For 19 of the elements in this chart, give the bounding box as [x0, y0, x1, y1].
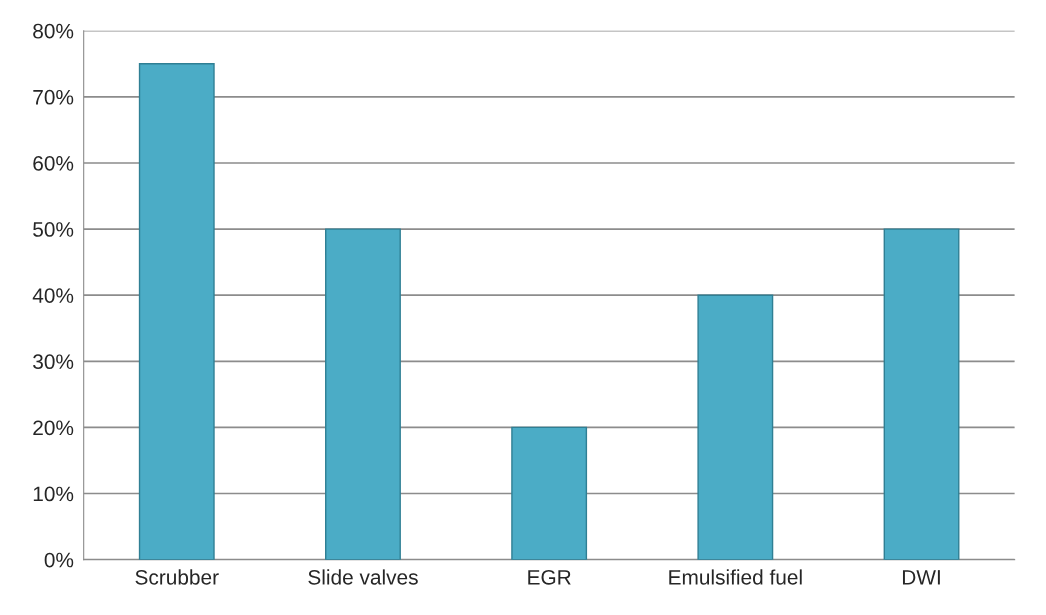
y-tick-label: 30% [33, 354, 74, 370]
y-tick-label: 20% [33, 420, 74, 436]
bar [883, 228, 960, 560]
bar [325, 228, 401, 560]
y-tick-label: 10% [33, 486, 74, 502]
x-tick-label: Slide valves [308, 569, 418, 585]
y-tick-label: 50% [33, 222, 74, 237]
x-tick-label: EGR [528, 569, 571, 585]
y-tick-label: 60% [33, 155, 74, 171]
y-tick-label: 80% [33, 23, 74, 39]
x-tick-label: Emulsified fuel [669, 569, 802, 585]
y-tick-label: 70% [33, 89, 74, 105]
bar [697, 294, 774, 560]
x-tick-label: Scrubber [135, 569, 219, 585]
y-tick-label: 0% [44, 552, 74, 568]
y-tick-label: 40% [32, 288, 74, 303]
bar [138, 63, 215, 560]
x-tick-label: DWI [902, 570, 940, 585]
bar [511, 426, 588, 560]
